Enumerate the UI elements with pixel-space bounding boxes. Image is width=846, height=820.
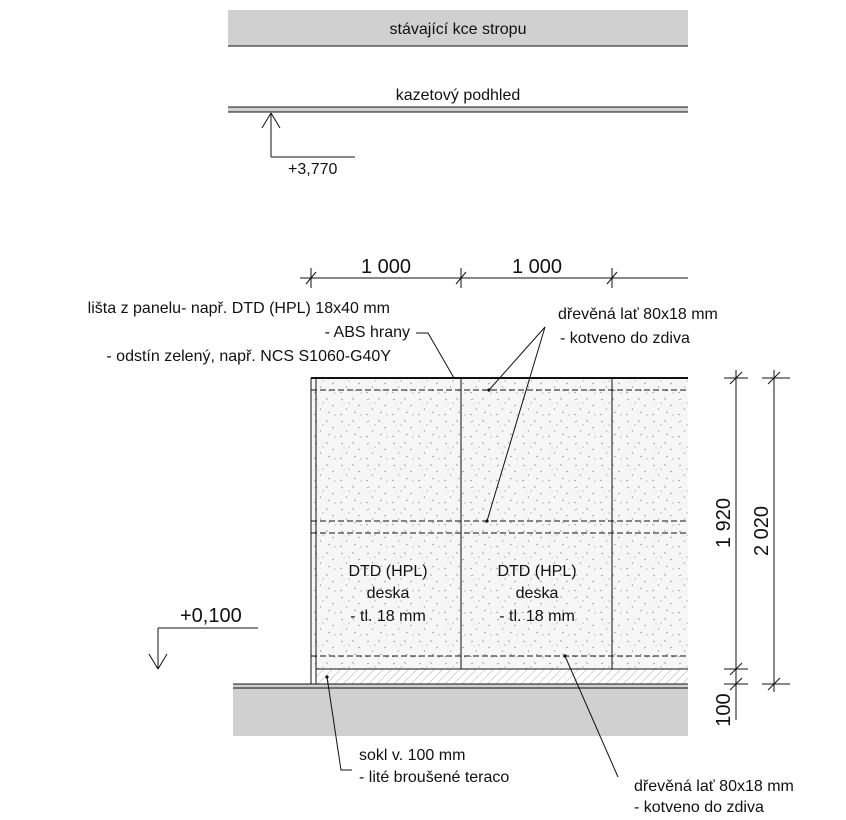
strip-leader (416, 332, 455, 379)
plinth-leader (326, 676, 352, 771)
horizontal-dimension: 1 000 1 000 (300, 256, 688, 288)
cassette-ceiling: kazetový podhled (228, 87, 688, 113)
panel-right-line-3: - tl. 18 mm (499, 608, 575, 625)
floor-level-marker: +0,100 (148, 605, 258, 670)
strip-label-line-2: - ABS hrany (325, 324, 410, 341)
floor-slab (233, 683, 688, 736)
panel-left-line-2: deska (367, 585, 410, 602)
dimension-panel-height: 1 920 (713, 498, 735, 548)
batten-bottom-leader (564, 655, 619, 778)
strip-label-line-1: lišta z panelu- např. DTD (HPL) 18x40 mm (88, 300, 390, 317)
vertical-dimension-outer: 2 020 (751, 370, 790, 692)
batten-bottom-label-line-1: dřevěná lať 80x18 mm (634, 778, 794, 795)
panel-label-right: DTD (HPL) deska - tl. 18 mm (497, 563, 576, 625)
panel-right-line-1: DTD (HPL) (497, 563, 576, 580)
cassette-ceiling-label: kazetový podhled (396, 87, 521, 104)
batten-top-label-line-2: - kotveno do zdiva (560, 330, 690, 347)
floor-level-value: +0,100 (180, 605, 242, 627)
dimension-plinth-height: 100 (713, 693, 735, 726)
ceiling-slab (228, 10, 688, 46)
panel-left-line-1: DTD (HPL) (348, 563, 427, 580)
batten-bottom-label-line-2: - kotveno do zdiva (634, 799, 764, 816)
panel-surface (311, 378, 688, 669)
batten-top-leader-2 (486, 326, 546, 522)
vertical-dimension-inner: 1 920 100 (713, 370, 748, 727)
batten-top-leader-1 (488, 326, 546, 391)
dimension-width-2: 1 000 (512, 256, 562, 278)
plinth-label-line-1: sokl v. 100 mm (359, 747, 465, 764)
panel-right-line-2: deska (516, 585, 559, 602)
plinth-annotation: sokl v. 100 mm - lité broušené teraco (326, 676, 509, 786)
dimension-total-height: 2 020 (751, 506, 773, 556)
batten-bottom-annotation: dřevěná lať 80x18 mm - kotveno do zdiva (564, 655, 794, 816)
strip-label-line-3: - odstín zelený, např. NCS S1060-G40Y (106, 348, 391, 365)
existing-ceiling-structure: stávající kce stropu (228, 10, 688, 47)
panel-label-left: DTD (HPL) deska - tl. 18 mm (348, 563, 427, 625)
batten-top-label-line-1: dřevěná lať 80x18 mm (558, 306, 718, 323)
panel-left-line-3: - tl. 18 mm (350, 608, 426, 625)
dimension-width-1: 1 000 (361, 256, 411, 278)
ceiling-slab-label: stávající kce stropu (390, 21, 527, 38)
cladding-panels (310, 377, 688, 684)
strip-annotation: lišta z panelu- např. DTD (HPL) 18x40 mm… (88, 300, 455, 379)
batten-top-annotation: dřevěná lať 80x18 mm - kotveno do zdiva (486, 306, 718, 522)
plinth-label-line-2: - lité broušené teraco (359, 769, 509, 786)
plinth-hatch (316, 669, 688, 684)
ceiling-level-value: +3,770 (288, 161, 337, 178)
ceiling-level-marker: +3,770 (261, 112, 355, 178)
